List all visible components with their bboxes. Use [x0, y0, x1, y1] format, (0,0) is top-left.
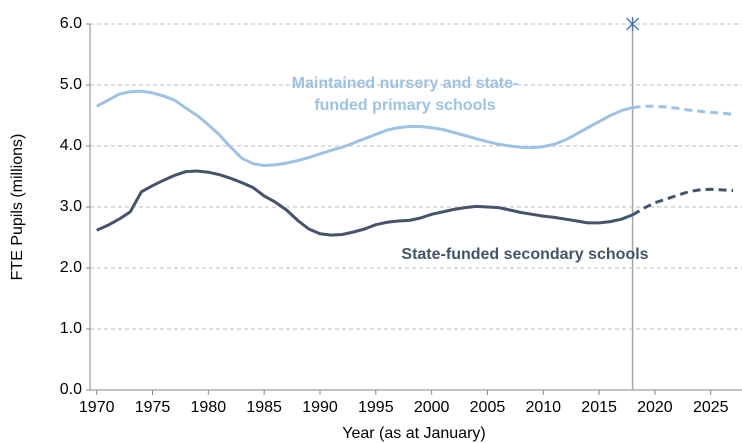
series-line: [96, 169, 634, 237]
x-tick-label: 2025: [693, 399, 729, 416]
x-axis-label: Year (as at January): [342, 425, 485, 442]
series-line: [631, 187, 734, 217]
annotation: funded primary schools: [314, 97, 495, 114]
marker: [626, 17, 640, 31]
x-tick-label: 1995: [358, 399, 394, 416]
x-tick-label: 1975: [135, 399, 171, 416]
x-tick-label: 2020: [637, 399, 673, 416]
x-tick-label: 2005: [470, 399, 506, 416]
x-tick-label: 1990: [302, 399, 338, 416]
x-tick-label: 1980: [191, 399, 227, 416]
x-tick-label: 2010: [525, 399, 561, 416]
x-tick-label: 2015: [581, 399, 617, 416]
series-line: [632, 104, 734, 116]
y-tick-label: 5.0: [60, 76, 82, 93]
x-tick-label: 2000: [414, 399, 450, 416]
y-tick-label: 0.0: [60, 381, 82, 398]
y-tick-label: 3.0: [60, 198, 82, 215]
x-tick-label: 1985: [246, 399, 282, 416]
annotation: State-funded secondary schools: [401, 246, 648, 263]
y-axis-label: FTE Pupils (millions): [9, 134, 26, 281]
y-tick-label: 6.0: [60, 15, 82, 32]
annotation: Maintained nursery and state-: [292, 75, 519, 92]
x-tick-label: 1970: [79, 399, 115, 416]
series-line: [95, 89, 633, 167]
y-tick-label: 1.0: [60, 320, 82, 337]
y-tick-label: 4.0: [60, 137, 82, 154]
y-tick-label: 2.0: [60, 259, 82, 276]
